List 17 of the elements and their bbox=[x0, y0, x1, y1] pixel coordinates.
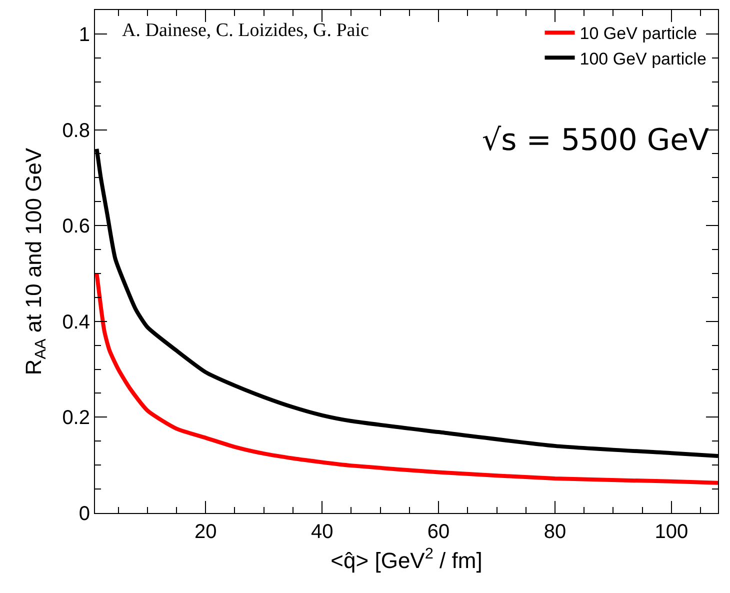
y-tick-label: 0 bbox=[78, 503, 90, 525]
x-axis-title: <q̂> [GeV$^{2}$ / fm] bbox=[330, 546, 482, 573]
annotation: A. Dainese, C. Loizides, G. Paic bbox=[122, 20, 369, 41]
y-tick-label: 0.8 bbox=[62, 120, 90, 142]
x-tick-label: 40 bbox=[310, 521, 334, 543]
x-tick-label: 80 bbox=[544, 521, 566, 543]
line-series bbox=[95, 271, 718, 485]
x-tick-label: 20 bbox=[194, 521, 217, 543]
x-tick-label: 60 bbox=[427, 521, 450, 543]
legend-label: 100 GeV particle bbox=[580, 49, 706, 68]
x-tick-label: 100 bbox=[654, 521, 688, 543]
annotation: √s = 5500 GeV bbox=[482, 123, 710, 158]
y-tick-label: 1 bbox=[78, 24, 90, 46]
y-tick-label: 0.6 bbox=[62, 216, 90, 238]
y-tick-label: 0.2 bbox=[62, 407, 90, 430]
y-tick-label: 0.4 bbox=[62, 311, 90, 334]
legend-label: 10 GeV particle bbox=[580, 24, 697, 44]
